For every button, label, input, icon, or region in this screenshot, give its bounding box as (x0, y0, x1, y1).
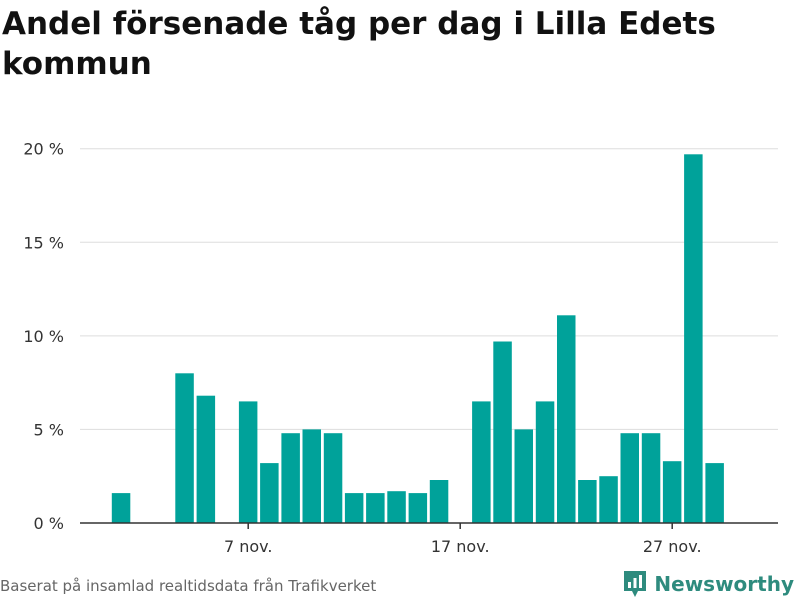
gridlines (80, 148, 778, 430)
source-note: Baserat på insamlad realtidsdata från Tr… (0, 577, 377, 595)
bar (260, 463, 279, 523)
bars (111, 154, 724, 524)
newsworthy-logo-icon (624, 571, 647, 597)
bar (429, 480, 449, 523)
bar (514, 429, 533, 523)
x-tick-label: 7 nov. (224, 537, 273, 556)
bar (472, 401, 491, 523)
y-axis-tick-labels: 0 % 5 % 10 % 15 % 20 % (23, 140, 64, 533)
bar (599, 476, 618, 523)
bar (408, 493, 428, 523)
bar (578, 480, 597, 523)
bar (196, 395, 216, 523)
chart-title: Andel försenade tåg per dag i Lilla Edet… (2, 6, 716, 82)
y-tick-label: 20 % (23, 140, 64, 159)
bar (620, 433, 639, 523)
bar (705, 463, 724, 523)
bar (535, 401, 555, 523)
bar (281, 433, 300, 523)
bar (238, 401, 258, 523)
x-tick-label: 17 nov. (431, 537, 490, 556)
bar (344, 493, 364, 523)
x-axis-ticks: 7 nov. 17 nov. 27 nov. (224, 523, 702, 556)
brand-logo[interactable]: Newsworthy (622, 569, 794, 599)
bar (387, 491, 406, 523)
bar (111, 493, 131, 523)
x-tick-label: 27 nov. (643, 537, 702, 556)
bar (323, 433, 343, 523)
bar (557, 315, 576, 523)
bar (662, 461, 682, 523)
bar (366, 493, 385, 523)
y-tick-label: 15 % (23, 233, 64, 252)
bar (684, 154, 703, 524)
y-tick-label: 10 % (23, 327, 64, 346)
bar (493, 341, 512, 523)
y-tick-label: 0 % (34, 514, 64, 533)
bar (302, 429, 321, 523)
bar (641, 433, 661, 523)
brand-name: Newsworthy (654, 572, 794, 596)
bar (175, 373, 194, 523)
y-tick-label: 5 % (34, 420, 64, 439)
